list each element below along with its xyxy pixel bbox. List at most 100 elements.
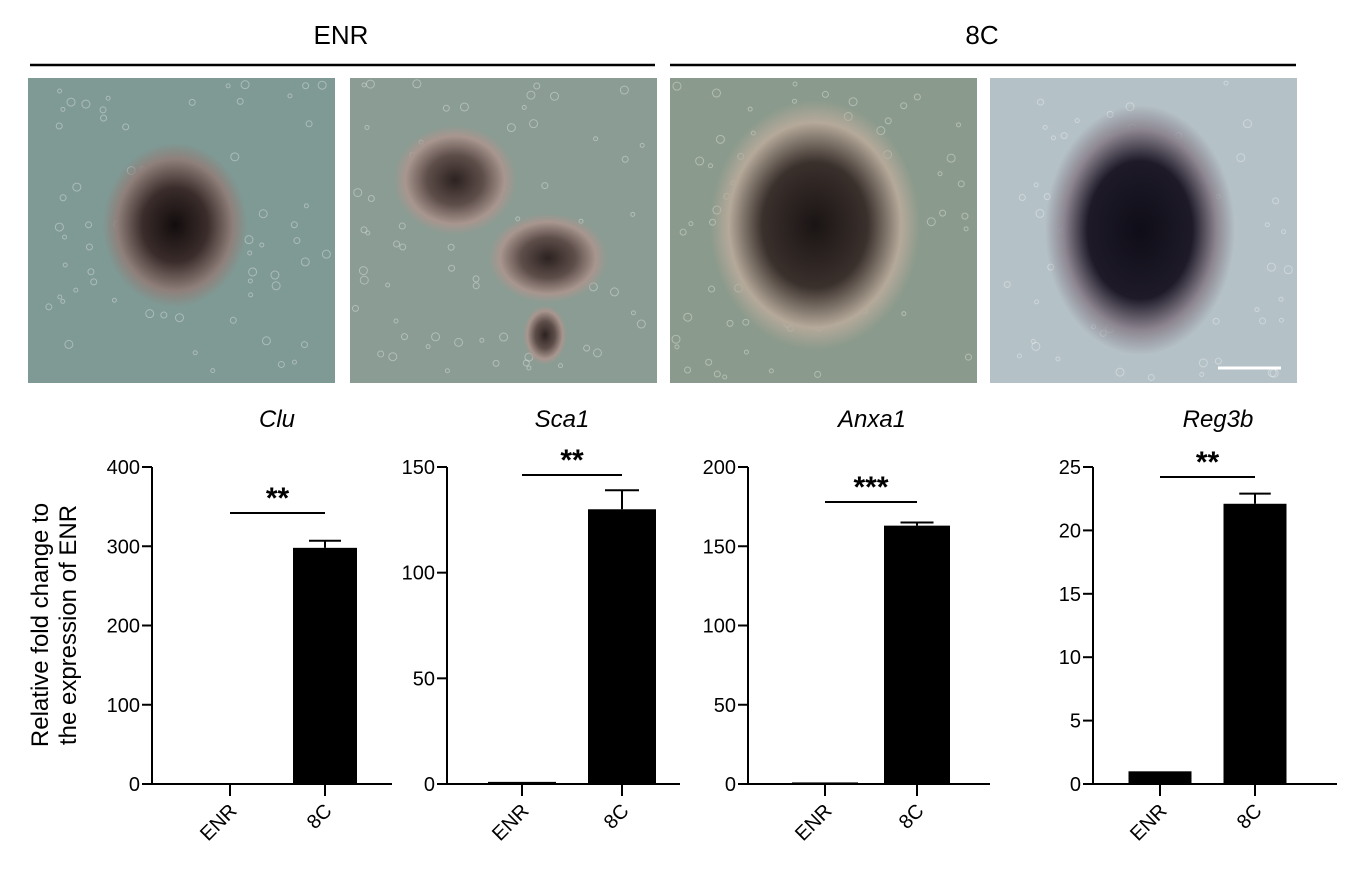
cell-debris (1278, 296, 1284, 302)
cell-debris (1264, 222, 1270, 228)
x-tick-label: ENR (791, 800, 836, 845)
cell-debris (261, 336, 271, 346)
cell-debris (1272, 197, 1280, 205)
cell-debris (963, 226, 969, 232)
cell-debris (713, 370, 721, 378)
cell-debris (708, 285, 716, 293)
cell-debris (57, 294, 63, 300)
cell-debris (425, 344, 431, 350)
cell-debris (111, 297, 117, 303)
cell-debris (499, 332, 509, 342)
cell-debris (385, 282, 391, 288)
cell-debris (300, 257, 310, 267)
x-tick-label: ENR (1126, 800, 1171, 845)
cell-debris (412, 79, 422, 89)
x-tick-label: ENR (196, 800, 241, 845)
cell-debris (302, 82, 310, 90)
bar-8c (588, 509, 656, 784)
cell-debris (939, 209, 947, 217)
organoid (103, 143, 247, 307)
y-tick-label: 10 (1059, 647, 1081, 669)
cell-debris (521, 104, 527, 110)
cell-debris (54, 222, 64, 232)
bar-8c (1223, 503, 1287, 784)
cell-debris (305, 120, 313, 128)
cell-debris (270, 270, 280, 280)
cell-debris (671, 334, 681, 344)
cell-debris (81, 99, 91, 109)
cell-debris (688, 221, 694, 227)
cell-debris (365, 230, 371, 236)
cell-debris (45, 303, 53, 311)
cell-debris (1033, 182, 1039, 188)
y-tick-label: 300 (107, 536, 140, 558)
cell-debris (639, 142, 645, 148)
cell-debris (85, 243, 93, 251)
organoid (393, 125, 517, 235)
y-tick-label: 400 (107, 457, 140, 479)
cell-debris (722, 374, 728, 380)
cell-debris (1199, 371, 1205, 377)
cell-debris (747, 106, 753, 112)
cell-debris (529, 119, 539, 129)
significance-stars: ** (560, 444, 584, 477)
cell-debris (399, 243, 407, 251)
chart-title: Anxa1 (836, 406, 906, 433)
cell-debris (225, 83, 231, 89)
cell-debris (1223, 80, 1229, 86)
chart-title: Reg3b (1183, 406, 1254, 433)
cell-debris (1214, 357, 1222, 365)
cell-debris (300, 341, 308, 349)
cell-debris (630, 211, 636, 217)
organoid (488, 213, 608, 303)
cell-debris (240, 80, 250, 90)
cell-debris (964, 353, 972, 361)
organoid (1045, 105, 1235, 355)
cell-debris (210, 368, 216, 374)
cell-debris (1034, 299, 1040, 305)
cell-debris (674, 344, 680, 350)
y-tick-label: 0 (424, 774, 435, 796)
cell-debris (271, 281, 281, 291)
cell-debris (145, 309, 155, 319)
cell-debris (526, 365, 532, 371)
chart-title: Clu (259, 406, 295, 433)
cell-debris (400, 333, 408, 341)
y-tick-label: 25 (1059, 457, 1081, 479)
cell-debris (506, 123, 516, 133)
cell-debris (388, 352, 398, 362)
cell-debris (557, 363, 563, 369)
cell-debris (247, 278, 253, 284)
cell-debris (1212, 317, 1220, 325)
bar-enr (792, 782, 858, 784)
cell-debris (364, 124, 370, 130)
cell-debris (684, 366, 692, 374)
bar-enr (198, 783, 262, 785)
cell-debris (900, 102, 908, 110)
cell-debris (174, 313, 184, 323)
cell-debris (353, 188, 363, 198)
organoid (523, 305, 567, 365)
chart-title: Sca1 (535, 406, 590, 433)
cell-debris (957, 180, 965, 188)
bar-8c (884, 525, 950, 784)
cell-debris (454, 337, 464, 347)
cell-debris (1035, 208, 1045, 218)
y-tick-label: 100 (107, 695, 140, 717)
y-tick-label: 100 (703, 616, 736, 638)
cell-debris (60, 298, 66, 304)
cell-debris (711, 88, 721, 98)
cell-debris (90, 278, 98, 286)
micrograph-8c-2 (990, 78, 1297, 383)
cell-debris (72, 182, 82, 192)
cell-debris (956, 122, 962, 128)
bar-8c (293, 547, 357, 784)
y-tick-label: 150 (402, 457, 435, 479)
cell-debris (705, 358, 713, 366)
bar-chart-sca1: Sca1 0 50 100 150 ENR 8C ** (402, 406, 680, 845)
y-tick-label: 50 (413, 668, 435, 690)
cell-debris (630, 310, 636, 316)
bar-enr (1128, 771, 1192, 784)
cell-debris (522, 359, 530, 367)
